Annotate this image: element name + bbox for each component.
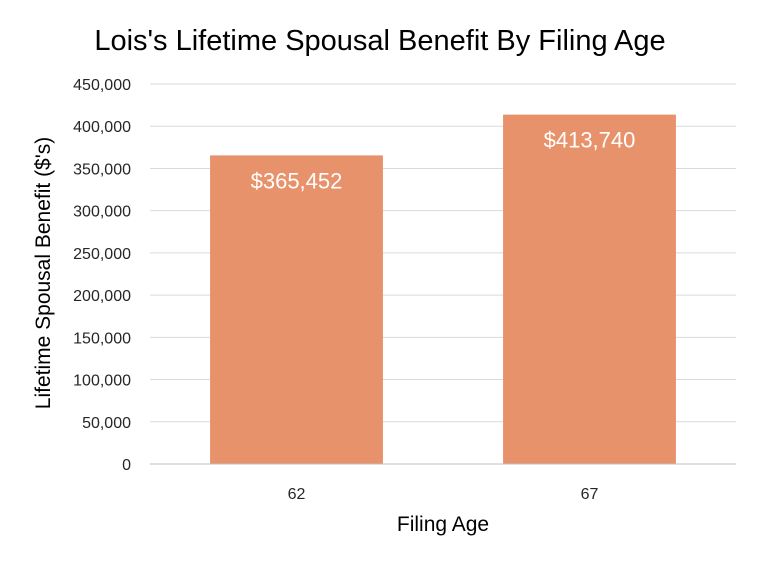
bars-layer bbox=[210, 114, 676, 464]
bar-67 bbox=[503, 114, 676, 464]
chart-title: Lois's Lifetime Spousal Benefit By Filin… bbox=[94, 25, 665, 57]
data-label-67: $413,740 bbox=[544, 128, 636, 153]
y-tick-label: 0 bbox=[122, 457, 131, 474]
y-axis-label: Lifetime Spousal Benefit ($'s) bbox=[32, 137, 55, 409]
data-label-62: $365,452 bbox=[251, 168, 343, 193]
x-axis-ticks: 62 67 bbox=[288, 486, 599, 503]
y-tick-label: 100,000 bbox=[73, 373, 131, 390]
bar-62 bbox=[210, 155, 383, 464]
x-tick-label-62: 62 bbox=[288, 486, 306, 503]
x-tick-label-67: 67 bbox=[581, 486, 599, 503]
y-axis-ticks: 0 50,000 100,000 150,000 200,000 250,000 300,0… bbox=[73, 77, 131, 474]
data-labels-layer: $365,452 $413,740 bbox=[251, 128, 636, 194]
y-tick-label: 150,000 bbox=[73, 330, 131, 347]
y-tick-label: 450,000 bbox=[73, 77, 131, 94]
y-tick-label: 300,000 bbox=[73, 204, 131, 221]
y-tick-label: 50,000 bbox=[82, 415, 131, 432]
y-tick-label: 350,000 bbox=[73, 161, 131, 178]
x-axis-label: Filing Age bbox=[397, 513, 489, 536]
y-tick-label: 200,000 bbox=[73, 288, 131, 305]
y-tick-label: 250,000 bbox=[73, 246, 131, 263]
y-tick-label: 400,000 bbox=[73, 119, 131, 136]
